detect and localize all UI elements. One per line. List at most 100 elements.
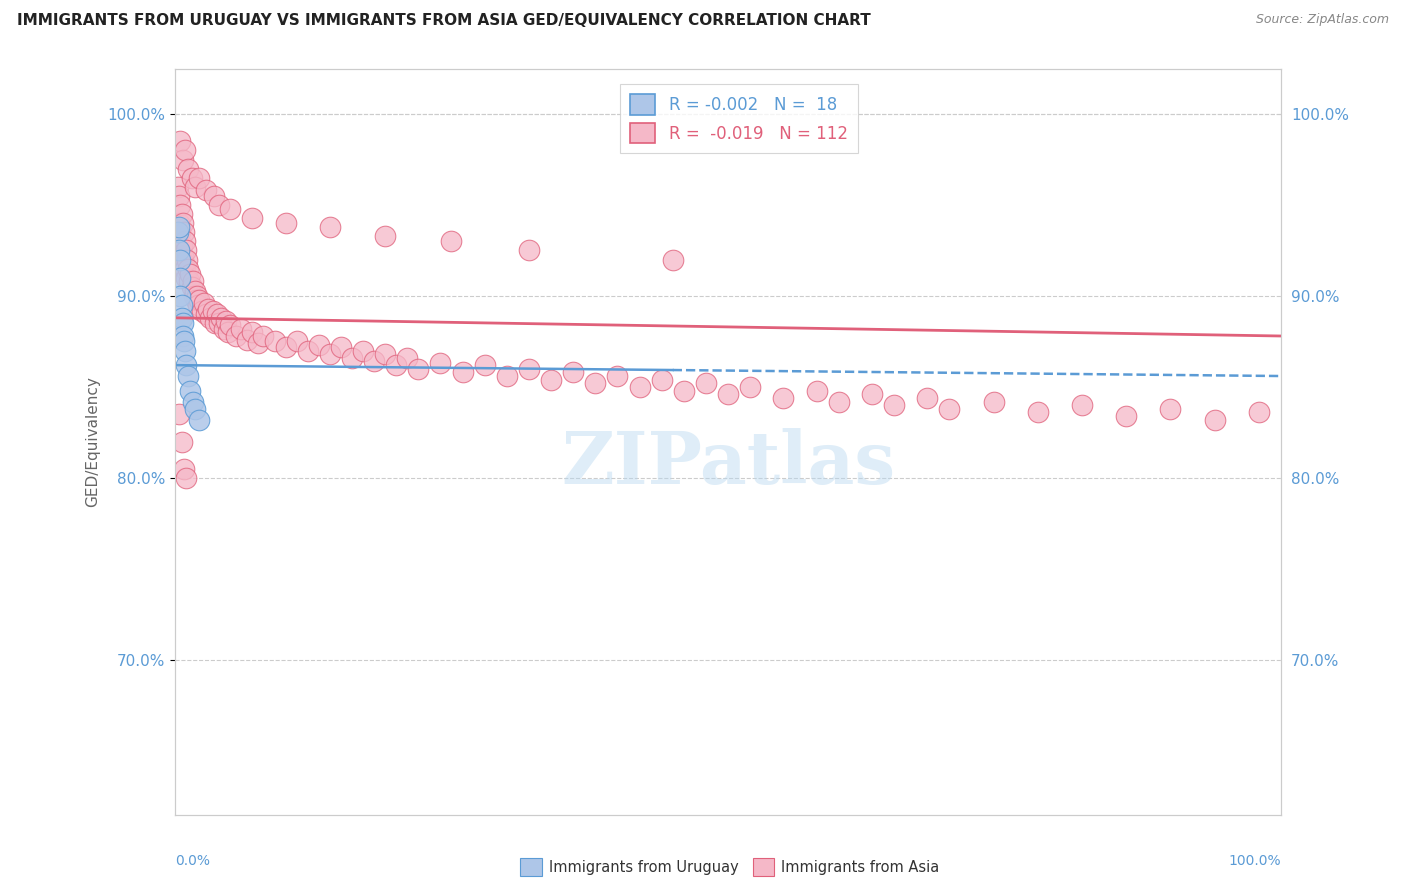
- Point: [173, 225, 195, 239]
- Point: [297, 343, 319, 358]
- Point: [170, 310, 193, 325]
- Point: [440, 235, 463, 249]
- Point: [172, 153, 194, 167]
- Point: [176, 252, 198, 267]
- Point: [651, 373, 673, 387]
- Point: [806, 384, 828, 398]
- Point: [246, 336, 269, 351]
- Point: [583, 376, 606, 391]
- Point: [172, 249, 194, 263]
- Point: [184, 401, 207, 416]
- Point: [695, 376, 717, 391]
- Point: [363, 354, 385, 368]
- Point: [179, 274, 201, 288]
- Point: [190, 303, 212, 318]
- Point: [174, 358, 197, 372]
- Point: [209, 310, 232, 325]
- Point: [174, 261, 197, 276]
- Point: [187, 298, 209, 312]
- Point: [179, 384, 201, 398]
- Point: [217, 326, 239, 340]
- Point: [242, 326, 264, 340]
- Point: [172, 329, 194, 343]
- Point: [177, 261, 200, 276]
- Point: [385, 358, 408, 372]
- Point: [983, 394, 1005, 409]
- Point: [188, 170, 211, 185]
- Point: [208, 198, 231, 212]
- Point: [184, 284, 207, 298]
- Point: [252, 329, 274, 343]
- Point: [1115, 409, 1137, 423]
- Point: [174, 244, 197, 258]
- Point: [174, 144, 197, 158]
- Point: [242, 211, 264, 225]
- Point: [174, 270, 197, 285]
- Point: [169, 219, 191, 234]
- Point: [562, 365, 585, 379]
- Point: [915, 391, 938, 405]
- Point: [169, 252, 191, 267]
- Point: [174, 471, 197, 485]
- Point: [860, 387, 883, 401]
- Point: [173, 256, 195, 270]
- Point: [740, 380, 762, 394]
- Point: [883, 398, 905, 412]
- Point: [231, 322, 253, 336]
- Point: [1026, 405, 1049, 419]
- Point: [169, 225, 191, 239]
- Point: [225, 329, 247, 343]
- Point: [219, 318, 242, 332]
- Point: [517, 244, 540, 258]
- Point: [285, 334, 308, 349]
- Point: [827, 394, 849, 409]
- Point: [172, 216, 194, 230]
- Point: [772, 391, 794, 405]
- Point: [396, 351, 419, 365]
- Point: [188, 293, 211, 307]
- Point: [169, 270, 191, 285]
- Point: [628, 380, 651, 394]
- Point: [167, 225, 190, 239]
- Point: [184, 179, 207, 194]
- Point: [201, 303, 224, 318]
- Point: [169, 289, 191, 303]
- Point: [172, 316, 194, 330]
- Point: [177, 369, 200, 384]
- Point: [208, 316, 231, 330]
- Text: ZIPatlas: ZIPatlas: [561, 428, 896, 500]
- Point: [170, 238, 193, 252]
- Point: [181, 274, 204, 288]
- Point: [205, 307, 228, 321]
- Point: [274, 216, 297, 230]
- Point: [183, 289, 205, 303]
- Point: [319, 347, 342, 361]
- Point: [352, 343, 374, 358]
- Point: [263, 334, 285, 349]
- Point: [184, 293, 207, 307]
- Point: [169, 134, 191, 148]
- Point: [188, 413, 211, 427]
- Point: [329, 340, 352, 354]
- Point: [167, 179, 190, 194]
- Point: [938, 401, 960, 416]
- Point: [169, 189, 191, 203]
- Point: [174, 235, 197, 249]
- Text: 100.0%: 100.0%: [1229, 854, 1281, 868]
- Point: [170, 207, 193, 221]
- Point: [173, 462, 195, 476]
- Text: Immigrants from Asia: Immigrants from Asia: [782, 860, 939, 874]
- Point: [672, 384, 695, 398]
- Point: [717, 387, 740, 401]
- Point: [169, 407, 191, 421]
- Text: IMMIGRANTS FROM URUGUAY VS IMMIGRANTS FROM ASIA GED/EQUIVALENCY CORRELATION CHAR: IMMIGRANTS FROM URUGUAY VS IMMIGRANTS FR…: [17, 13, 870, 29]
- Point: [1071, 398, 1094, 412]
- Point: [495, 369, 517, 384]
- Point: [194, 307, 217, 321]
- Point: [308, 338, 330, 352]
- Point: [170, 298, 193, 312]
- Point: [212, 322, 235, 336]
- Text: 0.0%: 0.0%: [174, 854, 209, 868]
- Point: [236, 333, 259, 347]
- Point: [194, 183, 217, 197]
